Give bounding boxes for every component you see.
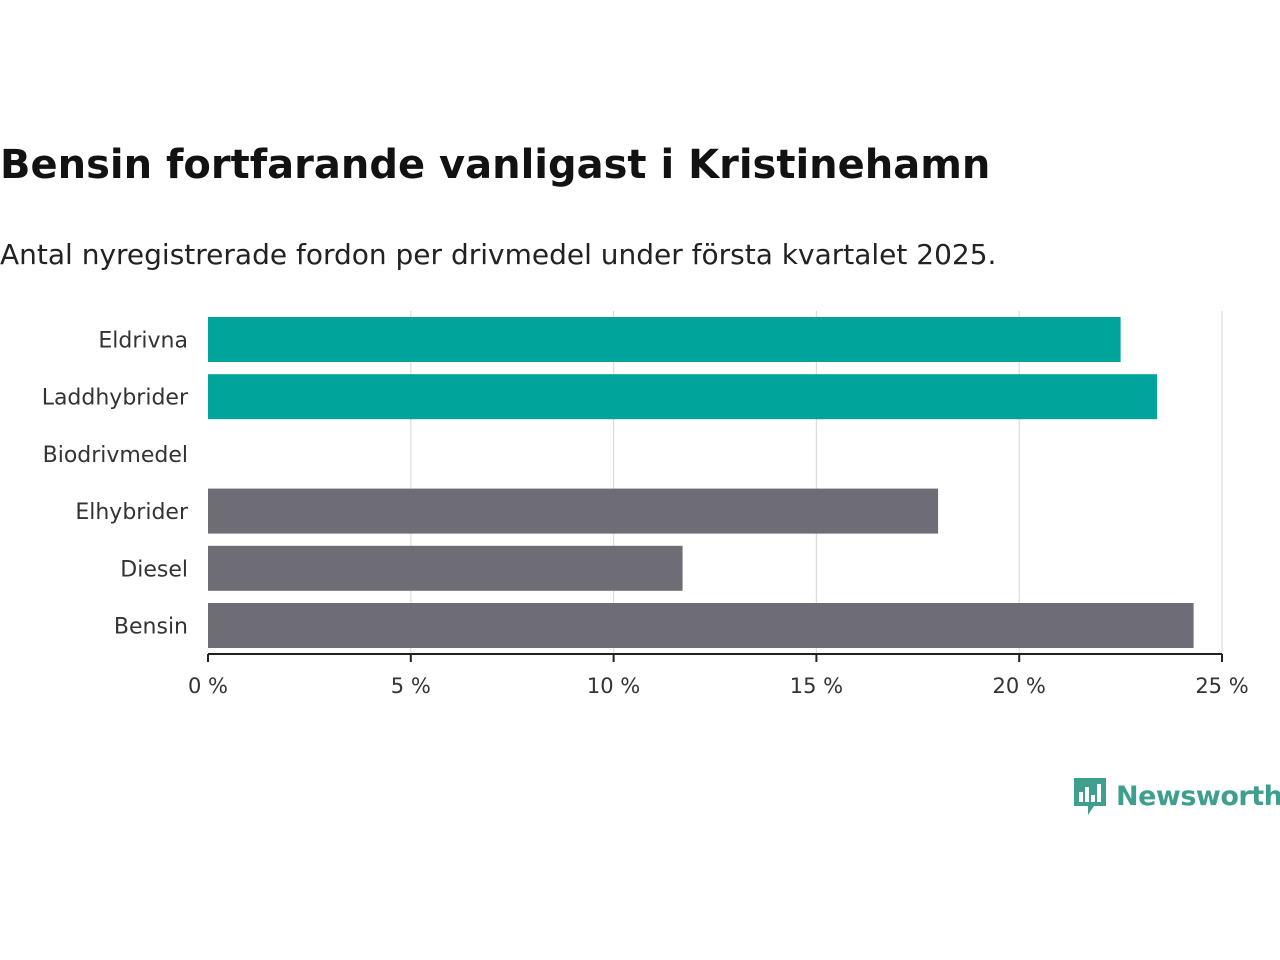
- bar-elhybrider: [208, 488, 939, 534]
- category-label: Eldrivna: [98, 329, 188, 354]
- bar-bensin: [208, 603, 1194, 648]
- x-tick-label: 15 %: [790, 674, 843, 698]
- x-tick-label: 20 %: [993, 674, 1046, 698]
- category-label: Laddhybrider: [42, 386, 189, 411]
- chart-subtitle: Antal nyregistrerade fordon per drivmede…: [0, 238, 997, 271]
- x-tick-label: 25 %: [1195, 674, 1248, 698]
- category-label: Diesel: [120, 557, 188, 582]
- gridlines: [410, 311, 1223, 654]
- chart-title: Bensin fortfarande vanligast i Kristineh…: [0, 142, 991, 188]
- category-label: Biodrivmedel: [43, 443, 188, 468]
- category-label: Elhybrider: [75, 500, 189, 525]
- brand-logo: Newsworthy: [1072, 774, 1280, 818]
- bar-diesel: [208, 545, 683, 591]
- bars: [208, 317, 1194, 648]
- category-labels: Eldrivna Laddhybrider Biodrivmedel Elhybrid…: [42, 329, 189, 640]
- x-axis: 0 % 5 % 10 % 15 % 20 % 25 %: [188, 653, 1249, 698]
- x-tick-label: 5 %: [391, 674, 431, 698]
- x-tick-label: 10 %: [587, 674, 640, 698]
- x-tick-label: 0 %: [188, 674, 228, 698]
- bar-chart: Eldrivna Laddhybrider Biodrivmedel Elhybrid…: [42, 311, 1249, 698]
- bar-laddhybrider: [208, 374, 1158, 420]
- newsworthy-logo-icon: [1074, 778, 1106, 815]
- brand-name: Newsworthy: [1116, 780, 1280, 812]
- category-label: Bensin: [114, 615, 188, 640]
- bar-eldrivna: [208, 317, 1121, 362]
